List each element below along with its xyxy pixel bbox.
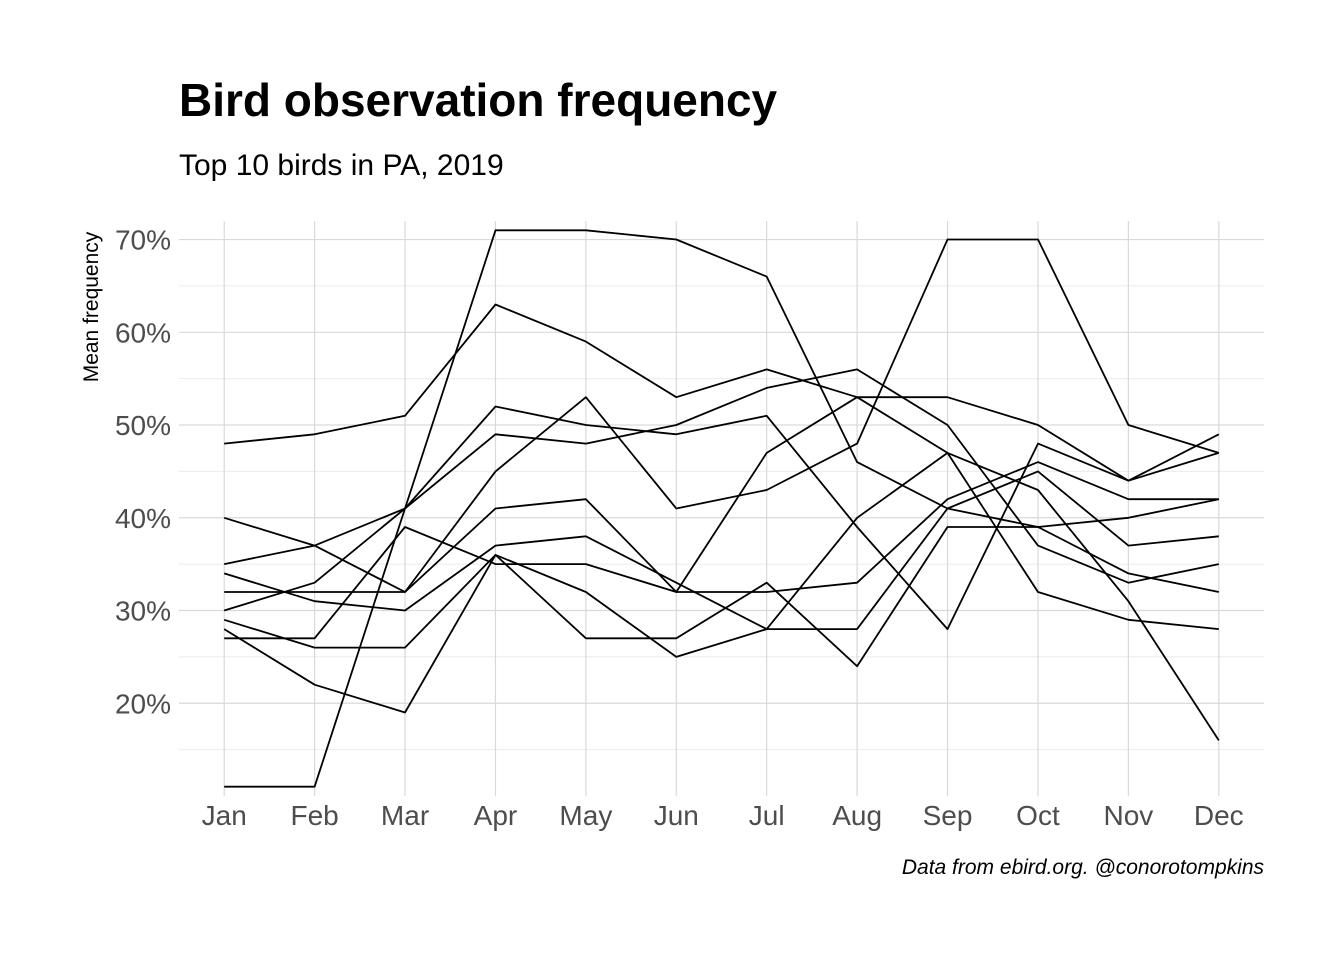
series-line-5 (223, 368, 1219, 612)
x-tick-label: Jan (202, 800, 247, 831)
chart-subtitle: Top 10 birds in PA, 2019 (179, 149, 504, 182)
series-line-7 (223, 498, 1219, 630)
y-axis-label: Mean frequency (80, 231, 103, 382)
y-tick-label: 60% (115, 317, 171, 348)
y-tick-label: 30% (115, 596, 171, 627)
x-axis-tick-labels: Jan Feb Mar Apr May Jun Jul Aug Sep Oct Nov Dec (202, 800, 1244, 831)
chart-caption: Data from ebird.org. @conorotompkins (901, 856, 1264, 879)
chart-title: Bird observation frequency (179, 74, 778, 126)
series-line-10 (224, 396, 1220, 741)
series-line-4 (223, 238, 1220, 593)
y-tick-label: 70% (115, 225, 171, 256)
series-lines (223, 229, 1220, 788)
series-line-6 (224, 461, 1219, 593)
series-line-2 (224, 229, 1219, 788)
series-line-8 (223, 451, 1219, 714)
x-tick-label: Sep (923, 800, 973, 831)
series-line-9 (223, 526, 1219, 668)
x-tick-label: Aug (832, 800, 882, 831)
series-line-3 (224, 405, 1220, 630)
x-tick-label: Feb (291, 800, 339, 831)
x-tick-label: Jun (654, 800, 699, 831)
x-tick-label: Nov (1103, 800, 1153, 831)
y-axis-tick-labels: 20% 30% 40% 50% 60% 70% (115, 225, 171, 720)
x-tick-label: Apr (474, 800, 518, 831)
y-tick-label: 40% (115, 503, 171, 534)
x-tick-label: Dec (1194, 800, 1244, 831)
x-tick-label: Oct (1016, 800, 1060, 831)
x-tick-label: May (559, 800, 612, 831)
major-gridlines (179, 221, 1264, 796)
y-tick-label: 20% (115, 688, 171, 719)
y-tick-label: 50% (115, 410, 171, 441)
x-tick-label: Jul (749, 800, 785, 831)
x-tick-label: Mar (381, 800, 429, 831)
series-line-1 (224, 303, 1220, 482)
